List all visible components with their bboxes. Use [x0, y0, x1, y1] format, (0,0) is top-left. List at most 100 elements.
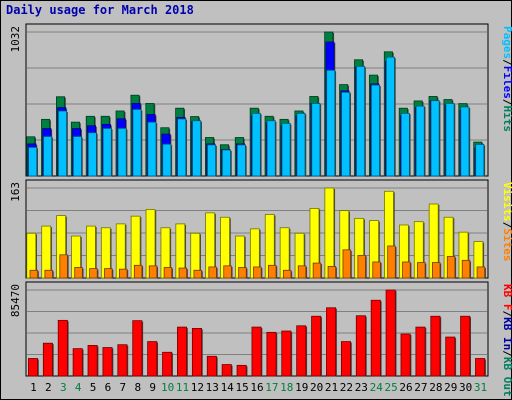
bar-sites-26 — [402, 261, 411, 279]
legend-entry: Sites — [501, 228, 512, 261]
bar-sites-29 — [446, 256, 456, 279]
x-tick-label-24: 24 — [370, 381, 384, 394]
bar-sites-2 — [44, 269, 53, 279]
bar-pages-28 — [430, 100, 440, 177]
legend-entry: / — [501, 311, 512, 318]
x-tick-label-20: 20 — [310, 381, 323, 394]
bar-pages-23 — [356, 65, 366, 177]
x-tick-label-10: 10 — [161, 381, 174, 394]
bar-sites-4 — [74, 267, 83, 279]
bar-pages-15 — [236, 144, 246, 177]
bar-sites-9 — [148, 265, 158, 279]
legend-entry: KB F — [501, 284, 512, 311]
bar-kb-f-19 — [296, 325, 307, 377]
bar-sites-12 — [193, 269, 202, 279]
bar-kb-f-14 — [221, 364, 232, 377]
x-tick-label-26: 26 — [399, 381, 412, 394]
legend-entry: / — [501, 350, 512, 357]
x-tick-label-17: 17 — [265, 381, 278, 394]
bar-kb-f-22 — [340, 341, 351, 377]
bar-kb-f-15 — [236, 364, 247, 377]
bar-sites-18 — [282, 269, 292, 279]
bar-sites-19 — [297, 265, 307, 279]
x-tick-label-31: 31 — [474, 381, 487, 394]
bar-kb-f-12 — [191, 328, 202, 377]
x-tick-label-12: 12 — [191, 381, 204, 394]
bar-pages-20 — [311, 103, 321, 177]
x-tick-label-19: 19 — [295, 381, 308, 394]
bar-pages-27 — [415, 105, 425, 177]
bar-pages-30 — [460, 106, 470, 177]
bar-sites-3 — [59, 254, 68, 279]
bar-kb-f-16 — [251, 326, 262, 377]
bar-kb-f-6 — [102, 347, 113, 377]
y-max-label-top: 1032 — [9, 26, 22, 53]
bar-kb-f-7 — [117, 344, 128, 377]
bar-sites-25 — [387, 245, 396, 279]
bar-pages-29 — [445, 103, 455, 177]
bar-kb-f-1 — [27, 358, 38, 377]
bar-pages-12 — [192, 120, 202, 177]
bar-pages-8 — [132, 109, 142, 177]
legend-entry: KB Out — [501, 357, 512, 397]
bar-sites-22 — [342, 249, 351, 279]
bar-sites-23 — [357, 254, 366, 279]
x-tick-label-1: 1 — [30, 381, 37, 394]
bar-kb-f-13 — [206, 355, 217, 377]
x-tick-label-29: 29 — [444, 381, 457, 394]
bar-pages-16 — [251, 112, 261, 177]
bar-pages-25 — [385, 56, 395, 177]
legend-entry: / — [501, 59, 512, 66]
x-tick-label-8: 8 — [134, 381, 141, 394]
bar-pages-5 — [87, 132, 97, 177]
legend-top: Pages/Files/Hits — [501, 26, 512, 132]
x-tick-label-9: 9 — [149, 381, 156, 394]
bar-kb-f-31 — [475, 358, 486, 377]
x-tick-label-23: 23 — [355, 381, 368, 394]
y-max-label-bottom: 85470 — [9, 284, 22, 317]
chart-title: Daily usage for March 2018 — [6, 3, 194, 17]
bar-sites-15 — [238, 267, 247, 279]
x-tick-label-30: 30 — [459, 381, 472, 394]
bar-pages-10 — [162, 143, 172, 177]
x-tick-label-22: 22 — [340, 381, 353, 394]
bar-sites-31 — [476, 266, 486, 279]
bar-kb-f-28 — [430, 315, 441, 377]
bar-pages-31 — [475, 144, 485, 177]
legend-bottom: KB F/KB In/KB Out — [501, 284, 512, 397]
bar-kb-f-25 — [385, 289, 396, 377]
bar-sites-28 — [431, 262, 441, 279]
x-tick-label-6: 6 — [105, 381, 112, 394]
bar-pages-2 — [43, 136, 53, 177]
legend-entry: Visits — [501, 182, 512, 222]
bar-kb-f-27 — [415, 326, 426, 377]
legend-entry: KB In — [501, 317, 512, 350]
x-tick-label-5: 5 — [90, 381, 97, 394]
bar-sites-20 — [312, 262, 322, 279]
bar-sites-8 — [133, 264, 143, 279]
bar-pages-3 — [58, 110, 68, 177]
x-tick-label-28: 28 — [429, 381, 442, 394]
bar-pages-11 — [177, 118, 187, 177]
bar-sites-21 — [327, 266, 337, 279]
bar-kb-f-10 — [162, 351, 173, 377]
bar-sites-7 — [119, 268, 128, 279]
bar-kb-f-11 — [177, 326, 188, 377]
bar-kb-f-9 — [147, 341, 158, 377]
bar-pages-22 — [341, 91, 351, 177]
bar-kb-f-4 — [72, 348, 83, 377]
bar-sites-5 — [89, 268, 98, 279]
bar-pages-4 — [72, 136, 82, 177]
bar-kb-f-21 — [326, 307, 337, 377]
bar-kb-f-24 — [370, 299, 381, 377]
bar-kb-f-29 — [445, 336, 456, 377]
bar-pages-9 — [147, 121, 157, 177]
bar-kb-f-20 — [311, 315, 322, 377]
bar-pages-18 — [281, 122, 291, 177]
bar-kb-f-17 — [266, 331, 277, 377]
bar-sites-14 — [223, 265, 232, 279]
bar-pages-17 — [266, 120, 276, 177]
bar-kb-f-26 — [400, 333, 411, 377]
